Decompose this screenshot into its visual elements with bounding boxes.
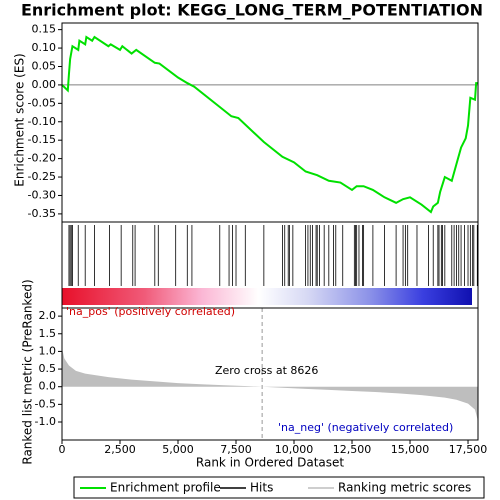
y-tick-label: -0.15 xyxy=(28,133,56,146)
color-bar xyxy=(62,288,472,305)
y-tick-label: 0.15 xyxy=(32,23,57,36)
pos-label: 'na_pos' (positively correlated) xyxy=(66,305,235,318)
legend-label: Ranking metric scores xyxy=(338,481,471,495)
x-axis-label: Rank in Ordered Dataset xyxy=(196,456,344,470)
y-tick-label: -0.35 xyxy=(28,207,56,220)
frame xyxy=(61,22,479,441)
x-tick-label: 0 xyxy=(59,443,66,456)
y-tick-label: -0.05 xyxy=(28,96,56,109)
legend-label: Enrichment profile xyxy=(110,481,221,495)
chart-title: Enrichment plot: KEGG_LONG_TERM_POTENTIA… xyxy=(21,1,483,20)
zero-cross-label: Zero cross at 8626 xyxy=(215,364,318,377)
y2-tick-label: 2.0 xyxy=(39,309,57,322)
x-tick-label: 7,500 xyxy=(220,443,252,456)
y-axis-label: Enrichment score (ES) xyxy=(13,53,27,186)
y2-tick-label: -1.0 xyxy=(35,415,56,428)
y2-tick-label: 0.5 xyxy=(39,362,57,375)
x-tick-label: 5,000 xyxy=(162,443,194,456)
y-tick-label: -0.10 xyxy=(28,115,56,128)
legend-label: Hits xyxy=(250,481,273,495)
y-tick-label: 0.05 xyxy=(32,59,57,72)
legend xyxy=(73,476,485,499)
x-tick-label: 10,000 xyxy=(275,443,314,456)
y-tick-label: 0.00 xyxy=(32,78,57,91)
y-tick-label: -0.20 xyxy=(28,152,56,165)
neg-label: 'na_neg' (negatively correlated) xyxy=(278,421,453,434)
y2-axis-label: Ranked list metric (PreRanked) xyxy=(21,279,35,464)
y2-tick-label: 0.0 xyxy=(39,380,57,393)
x-tick-label: 17,500 xyxy=(449,443,488,456)
y2-tick-label: -0.5 xyxy=(35,397,56,410)
y-tick-label: -0.30 xyxy=(28,188,56,201)
y2-tick-label: 1.5 xyxy=(39,327,57,340)
x-tick-label: 12,500 xyxy=(333,443,372,456)
y2-tick-label: 1.0 xyxy=(39,344,57,357)
metric-area xyxy=(62,347,479,431)
y-tick-label: -0.25 xyxy=(28,170,56,183)
x-tick-label: 2,500 xyxy=(104,443,136,456)
y-tick-label: 0.10 xyxy=(32,41,57,54)
enrichment-line xyxy=(61,35,479,214)
x-tick-label: 15,000 xyxy=(391,443,430,456)
